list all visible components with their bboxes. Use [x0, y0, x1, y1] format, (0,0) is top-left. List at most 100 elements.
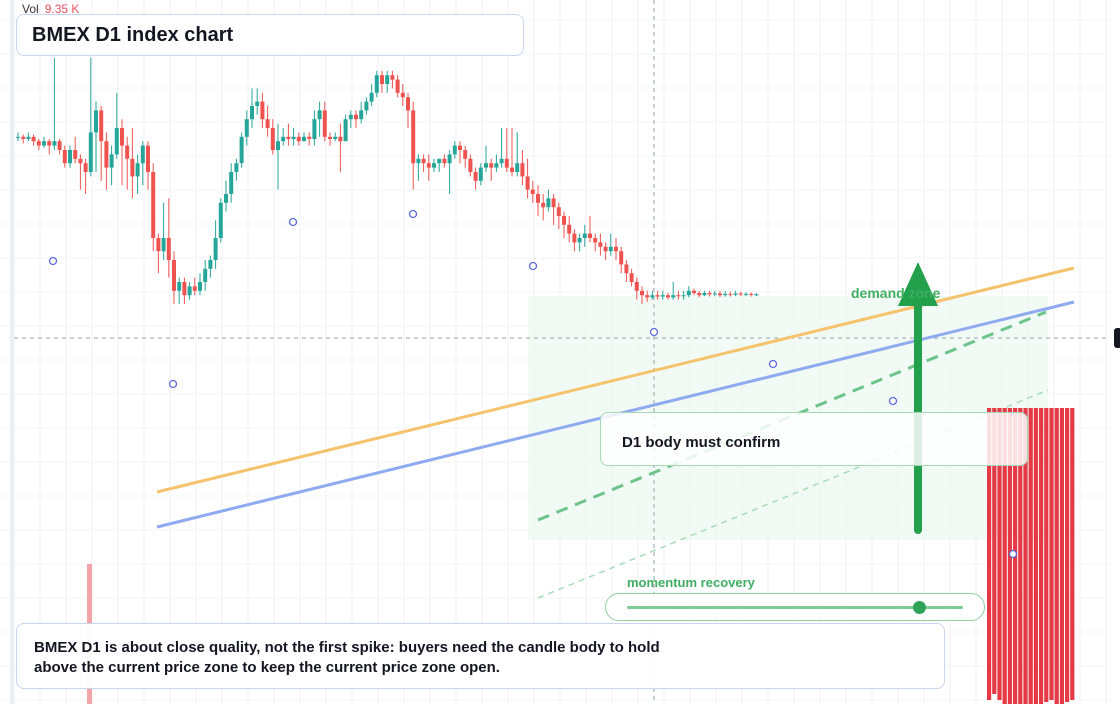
candle-body	[655, 295, 660, 297]
candle-body	[567, 224, 572, 234]
candle-body	[489, 163, 494, 168]
candle-body	[406, 97, 410, 111]
alert-marker	[288, 217, 298, 227]
candle-body	[671, 295, 676, 298]
candle-body	[421, 158, 426, 164]
candle-body	[640, 290, 644, 296]
candle-body	[681, 295, 686, 297]
candle-body	[177, 282, 182, 291]
volume-bar	[1054, 408, 1059, 704]
volume-readout: Vol 9.35 K	[22, 2, 79, 16]
candle-body	[504, 158, 509, 168]
candle-body	[582, 233, 587, 238]
candle-body	[593, 238, 598, 243]
candle-body	[255, 101, 260, 106]
candle-body	[172, 260, 176, 291]
candle-body	[624, 264, 629, 274]
candle-body	[463, 150, 468, 159]
candle-body	[36, 141, 41, 146]
candle-body	[473, 172, 478, 181]
candle-body	[322, 110, 327, 137]
candle-body	[468, 158, 473, 172]
candle-body	[452, 145, 457, 155]
candle-body	[239, 136, 244, 164]
candle-body	[57, 141, 62, 150]
candle-body	[598, 242, 603, 247]
volume-bar	[1033, 408, 1038, 704]
candle-body	[276, 141, 280, 150]
candle-body	[499, 158, 504, 164]
alert-marker	[528, 261, 538, 271]
candle-body	[374, 75, 379, 93]
candle-body	[634, 282, 639, 291]
volume-bar	[987, 408, 992, 700]
candle-body	[603, 246, 608, 252]
candle-body	[307, 136, 312, 139]
candle-body	[42, 141, 46, 146]
candle-body	[707, 293, 712, 295]
candle-body	[660, 295, 665, 297]
candle-body	[83, 163, 88, 172]
candle-body	[296, 136, 301, 142]
volume-bar	[1018, 408, 1023, 704]
momentum-label: momentum recovery	[627, 575, 755, 590]
volume-bar	[992, 408, 997, 694]
alert-marker	[768, 359, 778, 369]
candle-body	[619, 251, 624, 265]
candle-body	[676, 295, 681, 297]
candle-body	[354, 114, 358, 120]
candle-body	[442, 158, 447, 164]
candle-body	[686, 290, 691, 296]
candle-body	[99, 110, 104, 142]
chart-title: BMEX D1 index chart	[16, 14, 524, 56]
volume-bar	[1044, 408, 1049, 702]
candle-body	[437, 158, 442, 164]
candle-body	[286, 136, 291, 139]
candle-body	[161, 238, 166, 252]
candle-body	[68, 150, 72, 164]
candle-body	[213, 238, 218, 260]
candle-body	[588, 233, 592, 238]
candle-body	[369, 92, 374, 102]
candle-body	[218, 202, 223, 238]
candle-body	[260, 101, 265, 120]
candle-body	[62, 150, 67, 164]
candle-body	[702, 293, 707, 296]
momentum-handle[interactable]	[913, 601, 927, 614]
candle-body	[265, 119, 270, 128]
candle-body	[562, 216, 566, 225]
momentum-slider[interactable]	[605, 593, 985, 621]
candle-body	[718, 293, 722, 296]
candle-body	[541, 202, 546, 208]
alert-marker	[888, 396, 898, 406]
candle-body	[577, 238, 582, 243]
candle-body	[525, 176, 530, 190]
candle-body	[359, 110, 364, 120]
target-arrow-head	[898, 262, 938, 306]
candle-body	[312, 119, 317, 139]
candle-body	[114, 128, 119, 155]
volume-bar	[1039, 408, 1044, 704]
candle-body	[650, 295, 655, 298]
alert-marker	[1008, 549, 1018, 559]
candle-body	[250, 106, 254, 120]
candle-body	[302, 136, 306, 142]
candle-body	[182, 282, 187, 296]
candle-body	[395, 79, 400, 93]
candle-body	[135, 163, 140, 177]
volume-bar	[997, 408, 1002, 700]
candle-body	[697, 293, 702, 296]
candle-body	[728, 293, 733, 295]
candle-body	[47, 141, 52, 146]
candle-body	[224, 194, 228, 203]
candle-body	[166, 238, 171, 260]
candle-body	[16, 136, 20, 138]
alert-marker	[649, 327, 659, 337]
candle-body	[291, 136, 296, 139]
candle-body	[208, 260, 213, 269]
candle-body	[692, 290, 696, 293]
candle-body	[78, 158, 83, 164]
candle-body	[551, 198, 556, 208]
candle-body	[411, 110, 416, 164]
candle-body	[515, 163, 520, 172]
